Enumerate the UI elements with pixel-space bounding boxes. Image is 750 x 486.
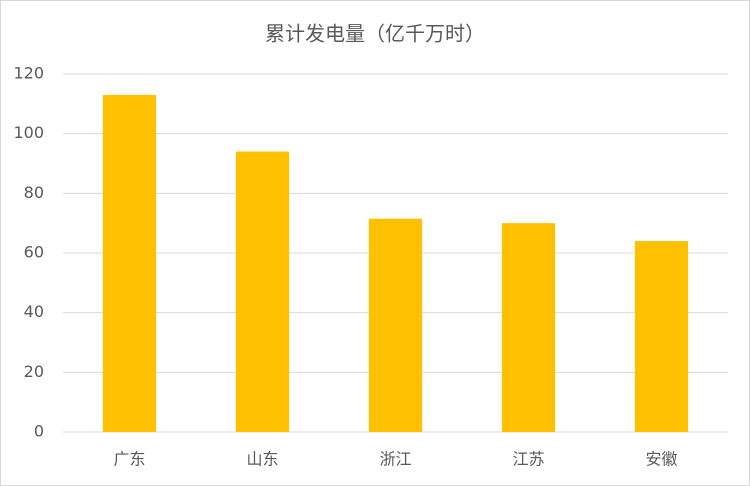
x-tick-label: 江苏 <box>512 450 544 469</box>
bar <box>368 218 423 432</box>
y-tick-label: 60 <box>24 243 44 262</box>
y-tick-label: 80 <box>24 183 44 202</box>
y-tick-label: 0 <box>34 422 44 441</box>
x-tick-label: 安徽 <box>645 450 677 469</box>
bar <box>634 241 689 432</box>
y-tick-label: 100 <box>13 123 44 142</box>
bar <box>102 94 157 432</box>
x-tick-label: 山东 <box>246 450 278 469</box>
bar <box>235 151 290 433</box>
bar <box>501 223 556 432</box>
x-tick-label: 广东 <box>113 450 145 469</box>
y-tick-label: 20 <box>24 362 44 381</box>
x-tick-label: 浙江 <box>379 450 411 469</box>
y-tick-label: 120 <box>13 64 44 83</box>
chart-title: 累计发电量（亿千万时） <box>265 22 485 46</box>
y-tick-label: 40 <box>24 302 44 321</box>
